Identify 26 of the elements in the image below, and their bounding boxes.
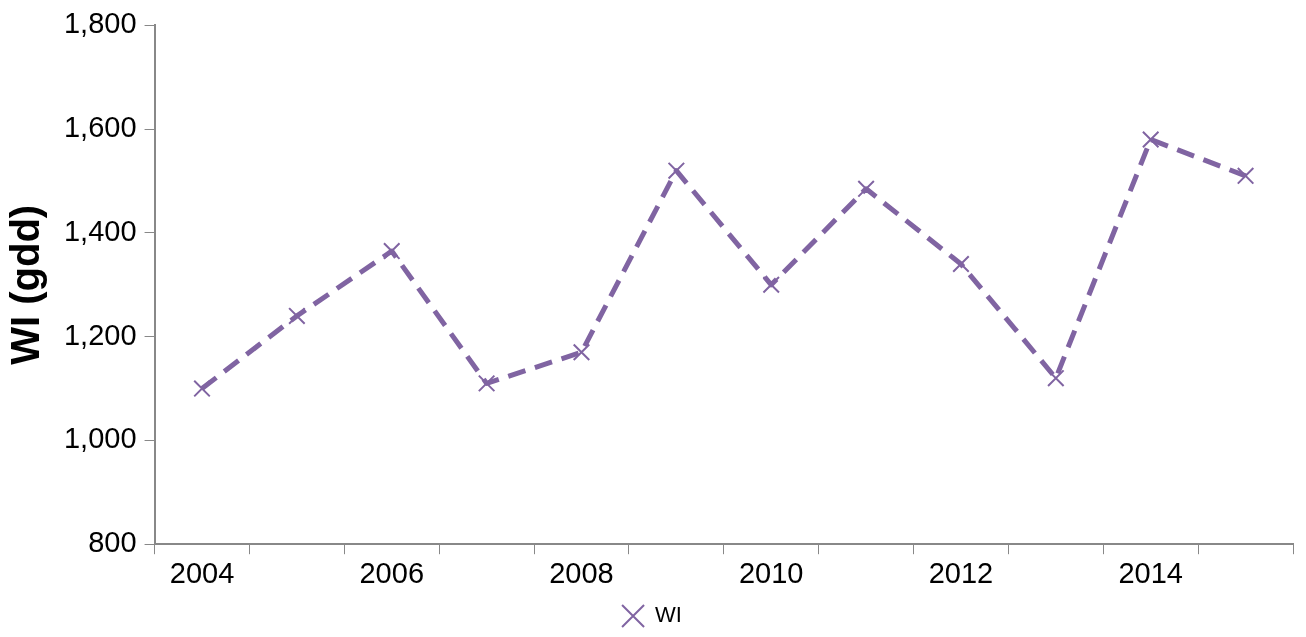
y-tick-label: 1,600 (63, 111, 137, 144)
y-tick-label: 1,200 (63, 318, 137, 351)
point (477, 374, 496, 393)
x-tick-label: 2010 (738, 556, 804, 589)
point (1047, 369, 1065, 387)
x-tick-label: 2014 (1118, 556, 1183, 589)
point (288, 307, 306, 325)
y-tick-label: 1,800 (63, 7, 137, 40)
point (1141, 130, 1160, 149)
y-axis-title: WI (gdd) (3, 204, 48, 365)
y-tick-label: 800 (88, 526, 137, 559)
x-tick-label: 2006 (359, 556, 424, 589)
point (382, 242, 401, 260)
point (572, 343, 591, 362)
point (1236, 167, 1255, 185)
point (857, 180, 875, 198)
point (952, 255, 970, 273)
point (667, 161, 686, 180)
y-tick-label: 1,000 (63, 422, 137, 455)
x-tick-label: 2008 (549, 556, 614, 589)
y-tick-label: 1,400 (63, 214, 137, 247)
x-tick-label: 2004 (169, 556, 235, 589)
x-tick-label: 2012 (928, 556, 994, 589)
legend-label: WI (655, 602, 682, 628)
point (193, 379, 211, 398)
point (762, 276, 780, 294)
